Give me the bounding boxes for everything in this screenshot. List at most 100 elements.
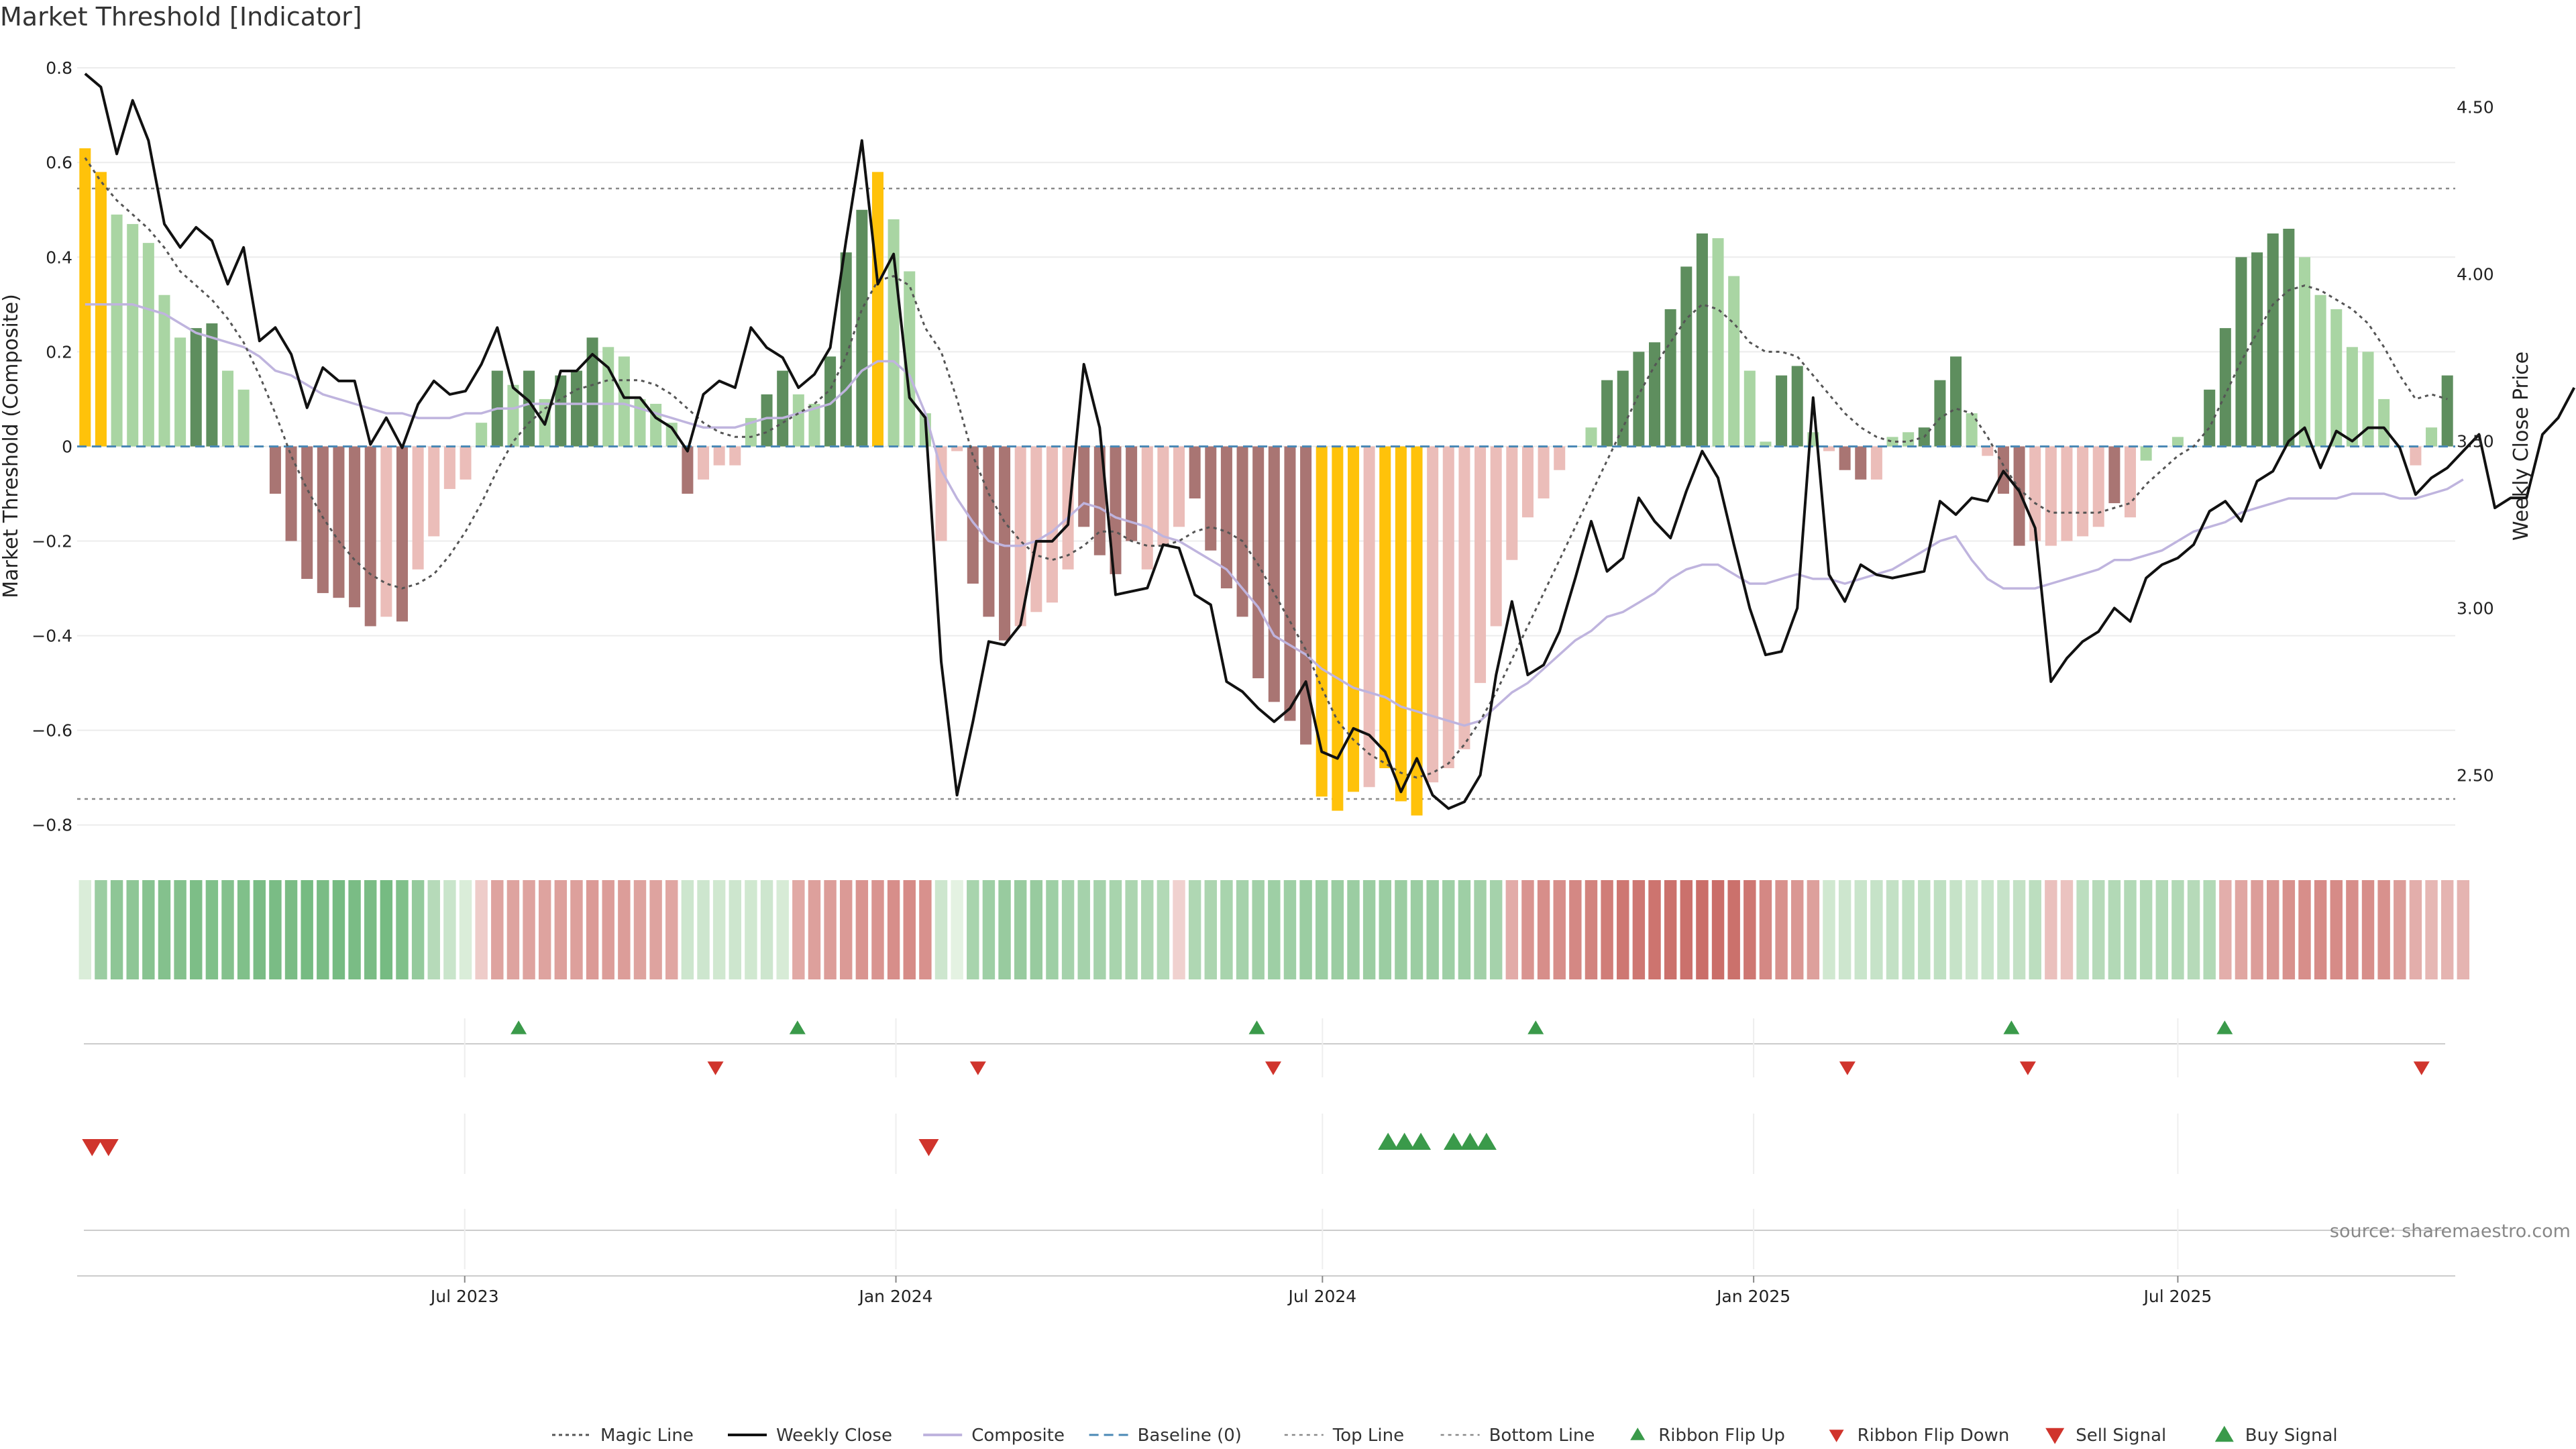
composite-bar	[1696, 233, 1708, 447]
ribbon-cell	[1537, 880, 1550, 979]
composite-bar	[1554, 446, 1566, 470]
ribbon-cell	[237, 880, 250, 979]
composite-bar	[190, 328, 202, 447]
ribbon-flip-down-marker	[707, 1061, 724, 1075]
ribbon-cell	[967, 880, 979, 979]
ribbon-flip-up-marker	[511, 1020, 527, 1034]
buy-signal-marker	[1443, 1132, 1464, 1150]
ribbon-cell	[776, 880, 789, 979]
y-tick-label: 0.4	[46, 248, 72, 267]
ribbon-cell	[554, 880, 568, 979]
ribbon-cell	[792, 880, 805, 979]
composite-bar	[1760, 441, 1772, 447]
ribbon-flip-down-marker	[969, 1061, 986, 1075]
ribbon-cell	[1696, 880, 1709, 979]
composite-bar	[269, 446, 281, 494]
ribbon-cell	[443, 880, 456, 979]
composite-bar	[349, 446, 361, 608]
composite-bar	[1521, 446, 1534, 518]
legend-label: Magic Line	[600, 1426, 694, 1446]
source-note: source: sharemaestro.com	[2330, 1221, 2571, 1242]
composite-bar	[2029, 446, 2041, 541]
right-axis: 4.50 4.00 3.50 3.00 2.50	[2457, 98, 2494, 786]
ribbon-cell	[2029, 880, 2041, 979]
ribbon-cell	[1823, 880, 1835, 979]
ribbon-cell	[1902, 880, 1915, 979]
composite-bar	[856, 209, 868, 447]
ribbon-cell	[396, 880, 409, 979]
composite-bar	[2108, 446, 2121, 504]
composite-bar	[2077, 446, 2089, 537]
ribbon-cell	[2092, 880, 2105, 979]
ribbon-cell	[1299, 880, 1312, 979]
composite-bar	[2441, 375, 2453, 447]
composite-bar	[1332, 446, 1344, 811]
ribbon-cell	[919, 880, 932, 979]
composite-bar	[713, 446, 725, 466]
ribbon-cell	[712, 880, 726, 979]
ribbon-cell	[174, 880, 186, 979]
composite-bar	[1014, 446, 1026, 627]
ribbon-cell	[332, 880, 345, 979]
ribbon-cell	[1188, 880, 1201, 979]
composite-bar	[2045, 446, 2057, 546]
ribbon-cell	[1331, 880, 1344, 979]
composite-bar	[1886, 437, 1898, 447]
ribbon-cell	[1173, 880, 1185, 979]
ribbon-cell	[1617, 880, 1629, 979]
ribbon-cell	[982, 880, 996, 979]
ribbon-panel	[78, 880, 2470, 979]
weekly-close-line	[84, 72, 2576, 810]
ribbon-cell	[1790, 880, 1804, 979]
left-axis: 0.8 0.6 0.4 0.2 0 −0.2 −0.4 −0.6 −0.8	[32, 58, 72, 835]
ribbon-cell	[2346, 880, 2359, 979]
composite-bar	[650, 403, 662, 447]
composite-bar	[586, 337, 598, 447]
composite-bar	[142, 243, 154, 447]
y2-tick-label: 3.50	[2457, 432, 2494, 451]
ribbon-cell	[745, 880, 757, 979]
ribbon-cell	[586, 880, 599, 979]
buy-signal-marker	[1378, 1132, 1399, 1150]
composite-bar	[1791, 366, 1803, 447]
ribbon-cell	[1870, 880, 1883, 979]
ribbon-cell	[1965, 880, 1978, 979]
y2-tick-label: 4.00	[2457, 265, 2494, 284]
composite-bar	[364, 446, 376, 627]
composite-line	[85, 303, 2464, 727]
y-tick-label: −0.6	[32, 721, 72, 741]
legend-label: Composite	[971, 1426, 1065, 1446]
ribbon-cell	[1093, 880, 1106, 979]
composite-bar	[2204, 389, 2216, 447]
composite-bar	[1173, 446, 1185, 527]
composite-bar	[158, 294, 170, 447]
buy-signal-marker	[1460, 1132, 1481, 1150]
ribbon-cell	[523, 880, 535, 979]
composite-bar	[206, 323, 218, 447]
ribbon-cell	[1886, 880, 1899, 979]
composite-bar	[1093, 446, 1106, 555]
ribbon-cell	[855, 880, 869, 979]
y-tick-label: −0.4	[32, 627, 72, 646]
ribbon-cell	[570, 880, 583, 979]
composite-bar	[1236, 446, 1248, 617]
ribbon-cell	[633, 880, 647, 979]
ribbon-cell	[2330, 880, 2343, 979]
ribbon-cell	[110, 880, 123, 979]
ribbon-cell	[1933, 880, 1947, 979]
ribbon-cell	[190, 880, 203, 979]
composite-bar	[2346, 347, 2358, 447]
ribbon-cell	[1680, 880, 1693, 979]
composite-bar	[570, 370, 582, 447]
ribbon-cell	[1553, 880, 1566, 979]
composite-bar	[665, 423, 678, 447]
ribbon-cell	[2060, 880, 2074, 979]
composite-bar	[2330, 309, 2343, 447]
legend-swatch-ribbon-flip-up	[1630, 1428, 1646, 1440]
ribbon-cell	[284, 880, 298, 979]
composite-bar	[1395, 446, 1407, 802]
composite-bar	[1664, 309, 1676, 447]
ribbon-cell	[427, 880, 440, 979]
ribbon-cell	[1569, 880, 1582, 979]
chart-title: Market Threshold [Indicator]	[0, 2, 362, 32]
